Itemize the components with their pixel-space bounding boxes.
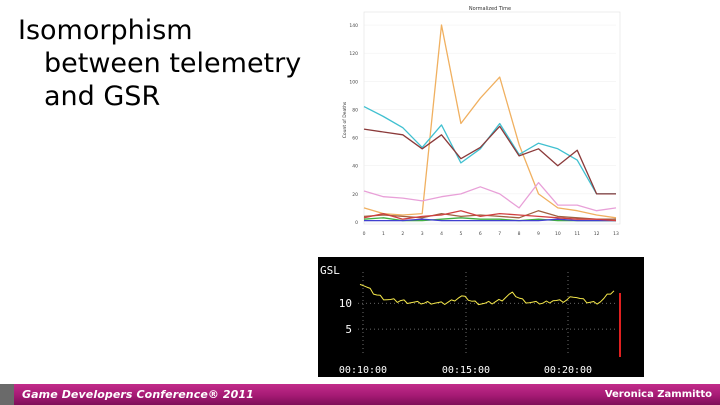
x-tick-label: 11 [574, 231, 580, 237]
x-tick-label: 1 [382, 231, 385, 237]
y-tick-label: 60 [352, 136, 358, 142]
title-line-3: and GSR [44, 81, 161, 112]
x-tick-label: 9 [537, 231, 540, 237]
chart-title: Normalized Time [469, 6, 511, 12]
series-line-0 [363, 24, 617, 219]
title-line-1: Isomorphism [18, 15, 193, 46]
gsr-chart-panel: GSL 5 10 00:10:00 00:15:00 00:20:00 [318, 257, 644, 377]
series-line-2 [363, 125, 616, 195]
x-tick-label: 6 [479, 231, 482, 237]
y-tick-label: 20 [352, 192, 358, 198]
gsr-series-line [359, 283, 615, 306]
deaths-line-chart: Normalized Time Count of Deaths 0 20 40 60 80 1… [334, 4, 624, 256]
gsr-x-tick-label: 00:15:00 [442, 365, 490, 376]
series-line-7 [363, 210, 617, 222]
x-tick-label: 5 [459, 231, 462, 237]
y-tick-label: 140 [349, 23, 358, 29]
x-tick-label: 4 [440, 231, 443, 237]
footer-accent [0, 384, 14, 405]
y-tick-label: 120 [349, 51, 358, 57]
gsr-x-tick-label: 00:20:00 [544, 365, 592, 376]
x-tick-label: 0 [363, 231, 366, 237]
series-line-3 [363, 181, 617, 212]
y-tick-label: 100 [349, 79, 358, 85]
title-line-2: between telemetry [44, 48, 302, 79]
gsr-x-tick-label: 00:10:00 [339, 365, 387, 376]
gsr-chart-svg: GSL 5 10 00:10:00 00:15:00 00:20:00 [320, 264, 621, 376]
presenter-name: Veronica Zammitto [604, 389, 712, 400]
x-tick-label: 12 [594, 231, 600, 237]
series-line-6 [364, 218, 616, 222]
x-tick-label: 10 [555, 231, 561, 237]
slide-title: Isomorphism between telemetry and GSR [18, 14, 318, 113]
y-tick-label: 80 [352, 107, 358, 113]
plot-area [363, 11, 621, 225]
x-tick-label: 3 [421, 231, 424, 237]
x-tick-label: 7 [498, 231, 501, 237]
y-axis-label: Count of Deaths [342, 101, 348, 138]
gsr-y-tick-label: 5 [345, 323, 352, 336]
x-tick-label: 2 [401, 231, 404, 237]
gsr-chart-title: GSL [320, 264, 340, 277]
footer-band: Game Developers Conference® 2011 Veronic… [0, 384, 720, 405]
y-tick-label: 40 [352, 164, 358, 170]
y-tick-label: 0 [355, 220, 358, 226]
x-tick-label: 13 [613, 231, 619, 237]
series-line-4 [363, 210, 616, 220]
x-tick-label: 8 [518, 231, 521, 237]
gsr-y-tick-label: 10 [339, 297, 352, 310]
conference-name: Game Developers Conference® 2011 [22, 388, 254, 401]
